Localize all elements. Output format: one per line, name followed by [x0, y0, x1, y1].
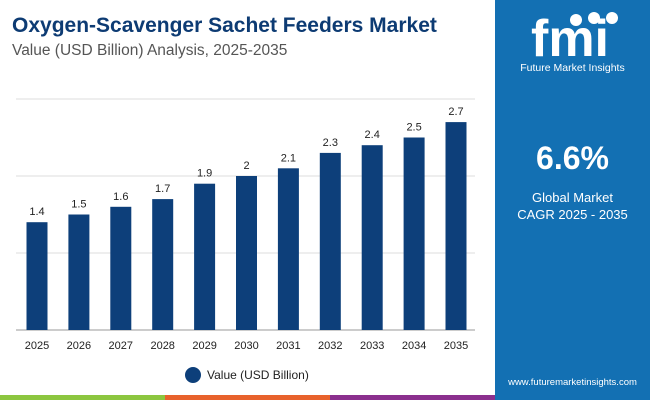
x-tick-label: 2030	[234, 340, 258, 352]
bar-2029	[194, 183, 216, 330]
legend: Value (USD Billion)	[185, 367, 309, 383]
data-label: 2.3	[323, 137, 338, 149]
x-tick-label: 2026	[67, 340, 91, 352]
bar-2030	[236, 176, 257, 330]
data-label: 1.7	[155, 183, 170, 195]
legend-marker	[185, 367, 201, 383]
brand-name: Future Market Insights	[520, 62, 625, 74]
data-label: 1.6	[113, 191, 128, 203]
x-tick-label: 2033	[360, 340, 384, 352]
data-label: 2.4	[365, 129, 380, 141]
data-label: 1.9	[197, 168, 212, 180]
data-label: 2	[243, 160, 249, 172]
bar-2033	[361, 145, 383, 330]
cagr-value: 6.6%	[536, 140, 609, 176]
data-label: 1.5	[71, 199, 86, 211]
chart-title: Oxygen-Scavenger Sachet Feeders Market	[12, 14, 437, 37]
bottom-bar-green	[0, 395, 165, 400]
x-tick-label: 2035	[444, 340, 468, 352]
bottom-bar-orange	[165, 395, 330, 400]
cagr-label: Global Market CAGR 2025 - 2035	[495, 189, 650, 223]
bar-2026	[68, 214, 90, 330]
x-tick-label: 2027	[109, 340, 133, 352]
bar-2032	[319, 152, 341, 330]
bar-2034	[403, 137, 425, 330]
data-label: 2.5	[406, 122, 421, 134]
cagr-label-line2: CAGR 2025 - 2035	[517, 207, 628, 222]
chart-subtitle: Value (USD Billion) Analysis, 2025-2035	[12, 42, 288, 59]
bar-2027	[110, 206, 132, 330]
website-link[interactable]: www.futuremarketinsights.com	[508, 377, 637, 388]
x-tick-label: 2025	[25, 340, 49, 352]
cagr-label-line1: Global Market	[532, 190, 613, 205]
bar-chart: 1.4 2025 1.5 2026 1.6 2027 1.7 2028 1.9 2029 2 2030…	[16, 98, 475, 352]
x-tick-label: 2028	[150, 340, 174, 352]
x-tick-label: 2032	[318, 340, 342, 352]
bottom-bar-purple	[330, 395, 495, 400]
x-tick-label: 2029	[192, 340, 216, 352]
fmi-logo: fmi	[531, 10, 618, 60]
bar-2031	[277, 168, 299, 330]
data-label: 2.1	[281, 152, 296, 164]
bar-2028	[152, 199, 174, 330]
data-label: 1.4	[29, 206, 44, 218]
bar-2035	[445, 122, 467, 330]
bar-2025	[26, 222, 48, 330]
x-tick-label: 2031	[276, 340, 300, 352]
x-tick-label: 2034	[402, 340, 426, 352]
sidebar: fmi Future Market Insights 6.6% Global M…	[495, 0, 650, 400]
data-label: 2.7	[448, 106, 463, 118]
legend-label: Value (USD Billion)	[207, 368, 309, 382]
